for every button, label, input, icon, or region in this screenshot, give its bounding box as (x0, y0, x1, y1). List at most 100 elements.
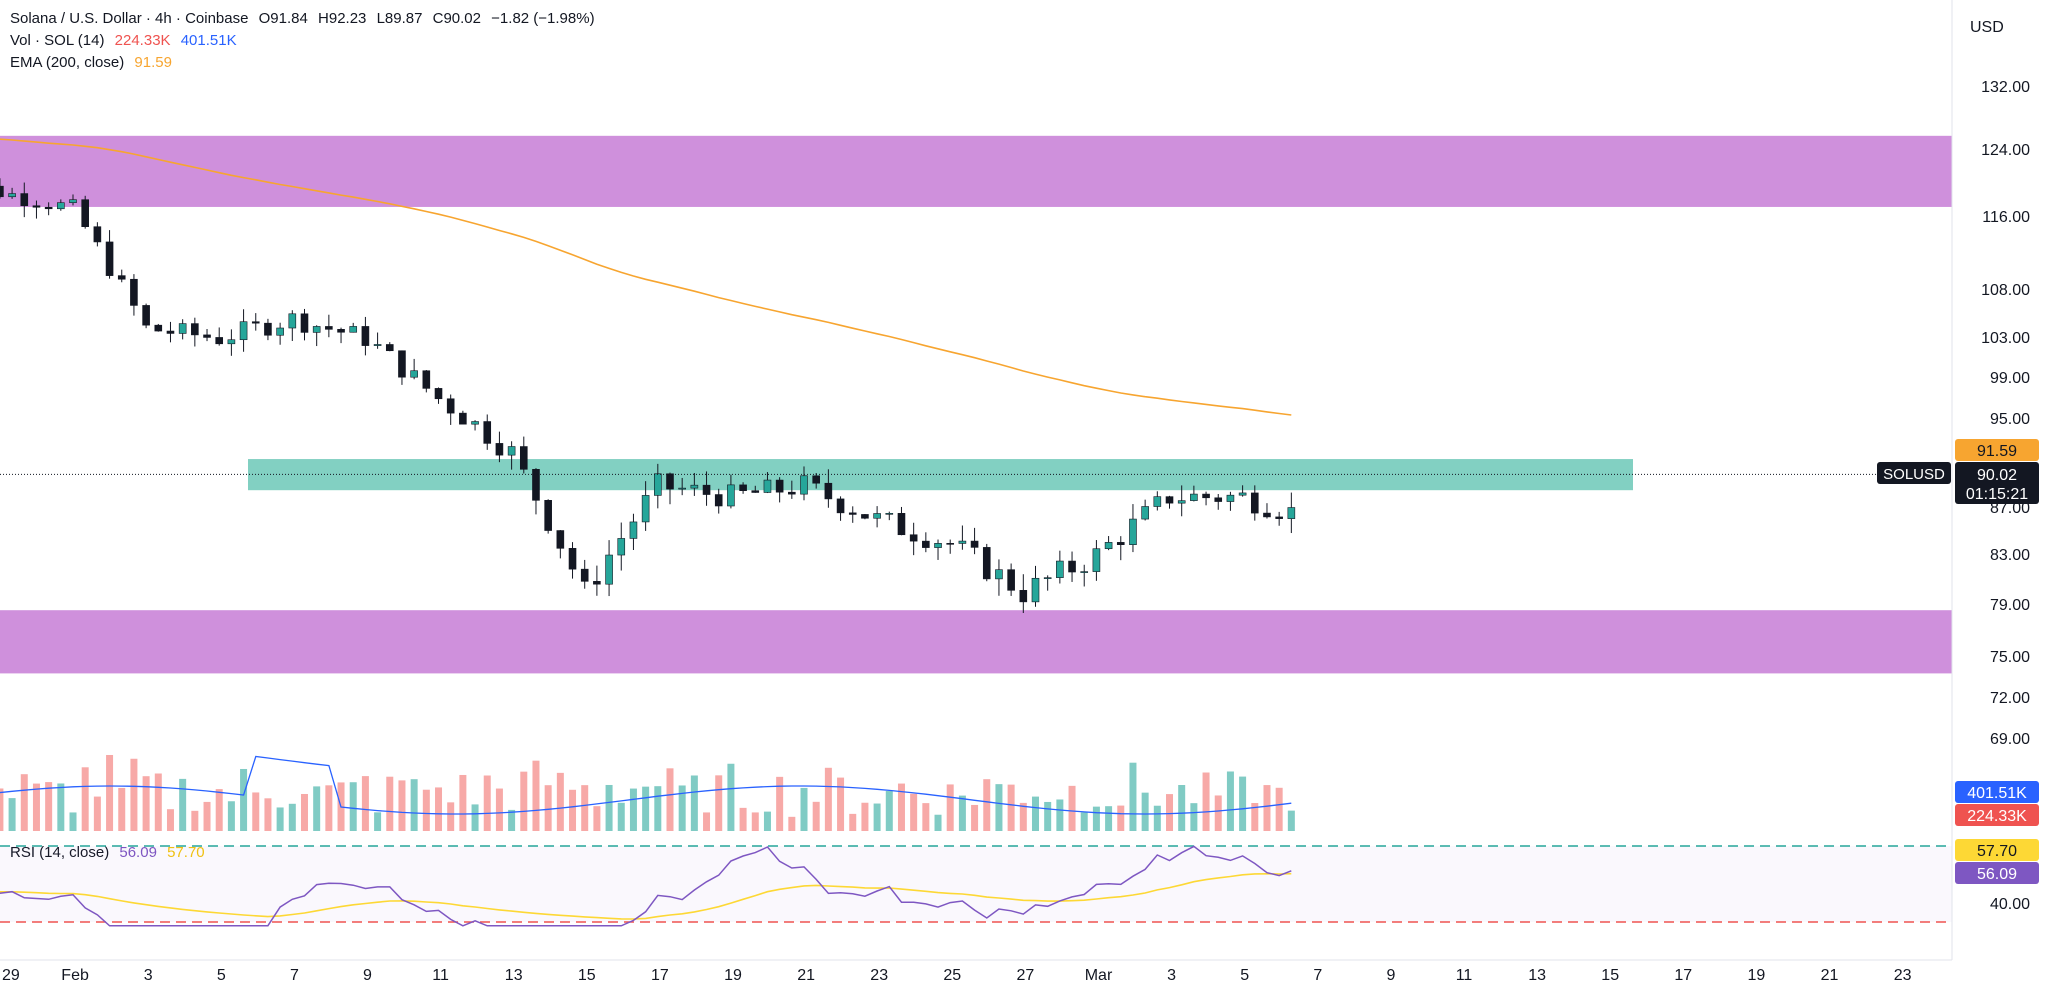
candle-body (373, 344, 382, 346)
time-tick: 15 (1601, 967, 1619, 984)
candle-body (970, 540, 979, 548)
volume-legend[interactable]: Vol · SOL (14) 224.33K 401.51K (10, 31, 243, 51)
volume-bar (45, 782, 53, 831)
candle-body (714, 494, 723, 507)
rsi-legend[interactable]: RSI (14, close) 56.09 57.70 (10, 843, 211, 863)
candle-body (702, 484, 711, 495)
candle-body (1263, 512, 1271, 518)
volume-bar (410, 779, 418, 831)
candle-body (349, 326, 358, 333)
volume-bar (800, 787, 808, 831)
volume-bar (1092, 806, 1100, 831)
volume-bar (1251, 803, 1259, 831)
time-tick: 17 (1674, 967, 1692, 984)
volume-bar (556, 772, 564, 831)
volume-bar (703, 812, 711, 831)
volume-bar (142, 776, 150, 831)
volume-bar (1202, 772, 1210, 831)
last-price-tag: 90.02 (1977, 467, 2017, 484)
ema-legend[interactable]: EMA (200, close) 91.59 (10, 53, 178, 73)
candle-body (69, 199, 77, 203)
volume-bar (934, 814, 942, 831)
candle-body (130, 278, 138, 306)
rsi-ma-value: 57.70 (167, 844, 205, 861)
currency-label[interactable]: USD (1970, 19, 2004, 36)
candle-body (1226, 494, 1235, 502)
candle-body (751, 490, 760, 493)
time-tick: 17 (651, 967, 669, 984)
indicator-lines-layer (0, 138, 1960, 475)
candle-body (337, 329, 345, 333)
price-tick: 95.00 (1990, 411, 2030, 428)
zone-pivot (248, 459, 1633, 491)
volume-bar (861, 802, 869, 831)
volume-bar (435, 787, 443, 831)
volume-bar (1214, 795, 1222, 831)
price-tick: 103.00 (1981, 330, 2030, 347)
candle-body (8, 193, 16, 198)
volume-bar (495, 788, 503, 831)
volume-bar (885, 791, 893, 831)
candle-body (629, 521, 638, 539)
time-tick: 3 (144, 967, 153, 984)
volume-bar (849, 813, 857, 831)
volume-bar (240, 768, 248, 831)
candle-body (666, 473, 674, 490)
volume-bar (1129, 762, 1137, 831)
candle-body (300, 313, 309, 333)
candle-body (1031, 577, 1040, 603)
price-tick: 72.00 (1990, 690, 2030, 707)
zones-layer (0, 135, 1952, 674)
rsi-ma-tag: 57.70 (1977, 843, 2017, 860)
candle-body (1177, 500, 1186, 504)
volume-bar (581, 785, 589, 831)
volume-bar (215, 789, 223, 831)
candle-body (32, 205, 41, 208)
candle-body (1043, 577, 1052, 579)
candle-body (885, 513, 894, 515)
time-tick: 21 (1821, 967, 1839, 984)
time-tick: 21 (797, 967, 815, 984)
volume-bar (154, 773, 162, 831)
volume-bar (605, 784, 613, 831)
candle-body (556, 530, 565, 549)
volume-bar (763, 811, 771, 831)
volume-bar (1166, 794, 1174, 831)
volume-bar (739, 807, 747, 831)
volume-bar (1117, 805, 1125, 831)
volume-ma-tag-bg (1955, 781, 2039, 803)
candle-body (1165, 496, 1174, 504)
volume-bar (276, 807, 284, 831)
ema-label: EMA (200, close) (10, 54, 125, 71)
candle-body (264, 322, 272, 336)
volume-layer (0, 754, 1295, 831)
candle-body (934, 543, 942, 548)
candle-body (605, 554, 613, 585)
candle-body (459, 412, 467, 425)
volume-bar (593, 806, 601, 831)
rsi-ma-tag-bg (1955, 839, 2039, 861)
price-tick: 132.00 (1981, 79, 2030, 96)
candle-body (568, 548, 577, 570)
ema-price-tag: 91.59 (1977, 443, 2017, 460)
time-tick: 11 (1456, 967, 1473, 984)
candle-body (251, 321, 260, 324)
volume-bar (471, 804, 479, 831)
volume-tag-bg (1955, 804, 2039, 826)
volume-bar (1007, 784, 1015, 831)
volume-bar (130, 758, 138, 831)
candle-body (142, 305, 150, 326)
volume-bar (166, 809, 174, 831)
volume-bar (1190, 803, 1198, 831)
volume-bar (179, 778, 187, 831)
volume-bar (1178, 785, 1186, 831)
symbol-title[interactable]: Solana / U.S. Dollar · 4h · Coinbase (10, 10, 249, 27)
candle-body (1068, 560, 1076, 573)
volume-bar (569, 789, 577, 831)
price-tick: 83.00 (1990, 547, 2030, 564)
candle-body (398, 350, 406, 378)
volume-bar (690, 775, 698, 831)
candle-body (763, 479, 772, 493)
volume-bar (106, 754, 114, 831)
